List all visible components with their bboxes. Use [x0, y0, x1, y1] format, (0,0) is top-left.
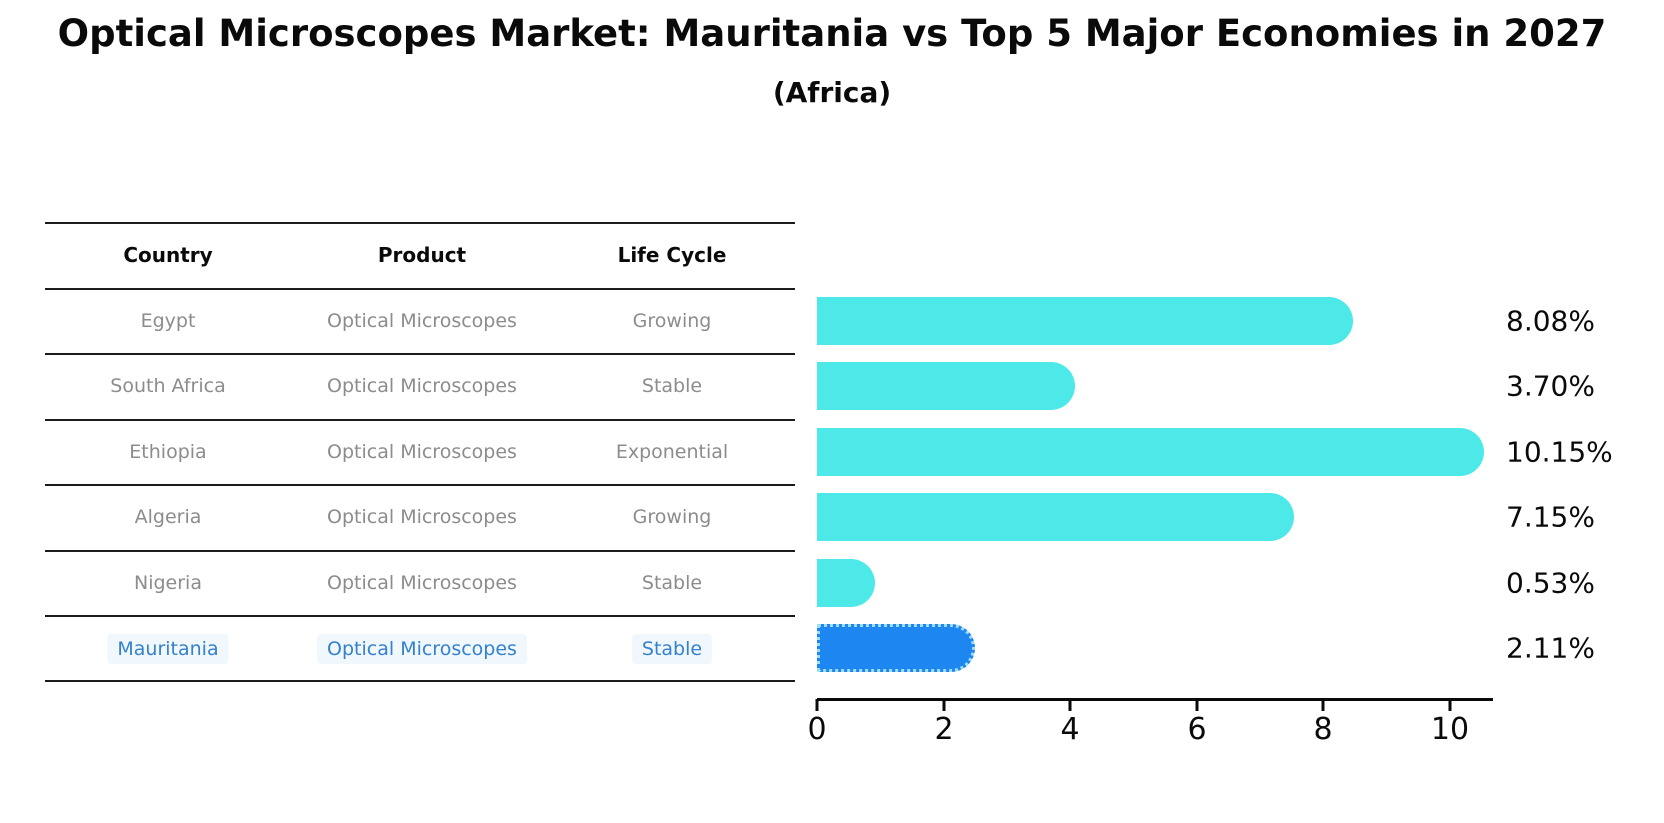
- table-cell-product: Optical Microscopes: [327, 310, 517, 332]
- table-cell-life-cycle: Stable: [641, 572, 703, 594]
- table-line: [45, 419, 795, 421]
- table-cell-country: South Africa: [110, 375, 226, 397]
- x-tick: [1321, 699, 1325, 711]
- table-cell-life-cycle: Growing: [632, 310, 712, 332]
- table-header-product: Product: [377, 243, 467, 267]
- bar-ethiopia: [817, 428, 1484, 476]
- chart-title: Optical Microscopes Market: Mauritania v…: [57, 12, 1607, 55]
- table-cell-product: Optical Microscopes: [327, 506, 517, 528]
- table-cell-product: Optical Microscopes: [327, 441, 517, 463]
- table-line: [45, 222, 795, 224]
- bar-algeria: [817, 493, 1294, 541]
- chart-subtitle: (Africa): [772, 76, 892, 109]
- table-cell-country: Algeria: [134, 506, 202, 528]
- table-cell-product: Optical Microscopes: [317, 634, 527, 664]
- value-label-egypt: 8.08%: [1506, 304, 1595, 338]
- value-label-nigeria: 0.53%: [1506, 566, 1595, 600]
- x-tick-label: 2: [934, 712, 954, 747]
- table-cell-country: Ethiopia: [129, 441, 207, 463]
- x-tick: [1195, 699, 1199, 711]
- x-tick-label: 4: [1060, 712, 1080, 747]
- value-label-ethiopia: 10.15%: [1506, 435, 1613, 469]
- bar-south-africa: [817, 362, 1076, 410]
- table-cell-life-cycle: Growing: [632, 506, 712, 528]
- x-tick: [1448, 699, 1452, 711]
- value-label-south-africa: 3.70%: [1506, 369, 1595, 403]
- table-cell-life-cycle: Exponential: [615, 441, 729, 463]
- x-tick-label: 10: [1430, 712, 1470, 747]
- table-cell-country: Nigeria: [134, 572, 202, 594]
- table-line: [45, 680, 795, 682]
- table-line: [45, 550, 795, 552]
- table-cell-life-cycle: Stable: [631, 634, 713, 664]
- value-label-algeria: 7.15%: [1506, 500, 1595, 534]
- table-header-life-cycle: Life Cycle: [617, 243, 727, 267]
- x-tick: [815, 699, 819, 711]
- x-tick-label: 6: [1187, 712, 1207, 747]
- x-tick-label: 8: [1313, 712, 1333, 747]
- value-label-mauritania: 2.11%: [1506, 631, 1595, 665]
- table-cell-life-cycle: Stable: [641, 375, 703, 397]
- table-cell-country: Mauritania: [107, 634, 229, 664]
- table-cell-product: Optical Microscopes: [327, 572, 517, 594]
- table-cell-country: Egypt: [140, 310, 196, 332]
- table-line: [45, 288, 795, 290]
- table-line: [45, 484, 795, 486]
- x-axis-line: [817, 698, 1493, 701]
- table-cell-product: Optical Microscopes: [327, 375, 517, 397]
- x-tick-label: 0: [807, 712, 827, 747]
- table-header-country: Country: [123, 243, 213, 267]
- x-tick: [942, 699, 946, 711]
- table-line: [45, 615, 795, 617]
- bar-egypt: [817, 297, 1353, 345]
- bar-mauritania: [817, 624, 975, 672]
- x-tick: [1068, 699, 1072, 711]
- table-line: [45, 353, 795, 355]
- bar-nigeria: [817, 559, 875, 607]
